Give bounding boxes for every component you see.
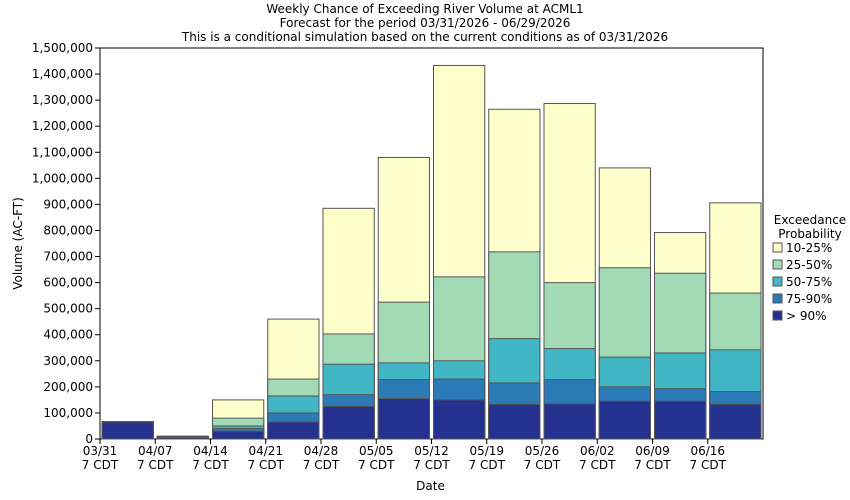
legend-swatch: [772, 242, 783, 253]
plot-area: [99, 47, 764, 440]
y-tick-label: 1,500,000: [32, 41, 93, 55]
legend-label: 25-50%: [786, 258, 832, 272]
x-tick-label-time: 7 CDT: [579, 458, 616, 472]
legend-title-line-2: Probability: [778, 227, 841, 241]
x-tick-label-time: 7 CDT: [303, 458, 340, 472]
chart-title-line-1: Weekly Chance of Exceeding River Volume …: [266, 2, 583, 16]
x-tick-label-time: 7 CDT: [82, 458, 119, 472]
bar-90-8: [488, 403, 541, 440]
x-tick-label-time: 7 CDT: [192, 458, 229, 472]
y-tick-label: 300,000: [43, 354, 93, 368]
legend-label: > 90%: [786, 309, 827, 323]
chart-title-line-3: This is a conditional simulation based o…: [181, 30, 668, 44]
x-tick-label-date: 04/14: [193, 444, 228, 458]
legend-swatch: [772, 293, 783, 304]
y-tick-label: 1,400,000: [32, 67, 93, 81]
x-axis-title: Date: [416, 479, 445, 493]
x-tick-label-date: 05/12: [414, 444, 449, 458]
bar-90-2: [156, 437, 209, 440]
x-tick-label-date: 05/26: [525, 444, 560, 458]
bar-90-5: [322, 405, 375, 440]
x-tick-label-date: 04/28: [304, 444, 339, 458]
legend-swatch: [772, 259, 783, 270]
x-tick-label-time: 7 CDT: [413, 458, 450, 472]
legend-swatch: [772, 310, 783, 321]
x-tick-label-date: 03/31: [83, 444, 118, 458]
x-tick-label-time: 7 CDT: [137, 458, 174, 472]
legend-label: 75-90%: [786, 292, 832, 306]
bar-90-1: [101, 421, 154, 440]
legend-label: 50-75%: [786, 275, 832, 289]
x-tick-label-time: 7 CDT: [634, 458, 671, 472]
x-tick-label-date: 05/05: [359, 444, 394, 458]
bar-90-3: [212, 430, 265, 440]
x-tick-label-date: 06/09: [635, 444, 670, 458]
y-tick-label: 700,000: [43, 250, 93, 264]
y-tick-label: 100,000: [43, 406, 93, 420]
y-tick-label: 900,000: [43, 197, 93, 211]
x-tick-label-time: 7 CDT: [358, 458, 395, 472]
x-tick-label-time: 7 CDT: [690, 458, 727, 472]
chart-title-line-2: Forecast for the period 03/31/2026 - 06/…: [280, 16, 571, 30]
bar-90-9: [543, 403, 596, 440]
y-tick-label: 500,000: [43, 302, 93, 316]
y-tick-label: 200,000: [43, 380, 93, 394]
y-axis-title: Volume (AC-FT): [11, 197, 25, 290]
legend-swatch: [772, 276, 783, 287]
x-tick-label-date: 05/19: [469, 444, 504, 458]
y-tick-label: 400,000: [43, 328, 93, 342]
bar-90-7: [433, 399, 486, 440]
legend-label: 10-25%: [786, 241, 832, 255]
y-tick-label: 600,000: [43, 276, 93, 290]
bar-90-10: [598, 400, 651, 440]
legend-title-line-1: Exceedance: [774, 213, 846, 227]
bar-90-4: [267, 421, 320, 440]
bar-90-11: [654, 400, 707, 440]
y-tick-label: 1,200,000: [32, 119, 93, 133]
bar-90-12: [709, 403, 762, 440]
x-tick-label-time: 7 CDT: [248, 458, 285, 472]
x-tick-label-date: 04/21: [248, 444, 283, 458]
y-tick-label: 1,100,000: [32, 145, 93, 159]
y-tick-label: 1,300,000: [32, 93, 93, 107]
y-tick-label: 0: [85, 432, 93, 446]
y-tick-label: 1,000,000: [32, 171, 93, 185]
x-tick-label-time: 7 CDT: [524, 458, 561, 472]
bar-90-6: [377, 398, 430, 440]
x-tick-label-time: 7 CDT: [469, 458, 506, 472]
y-tick-label: 800,000: [43, 223, 93, 237]
x-tick-label-date: 06/16: [690, 444, 725, 458]
x-tick-label-date: 04/07: [138, 444, 173, 458]
x-tick-label-date: 06/02: [580, 444, 615, 458]
